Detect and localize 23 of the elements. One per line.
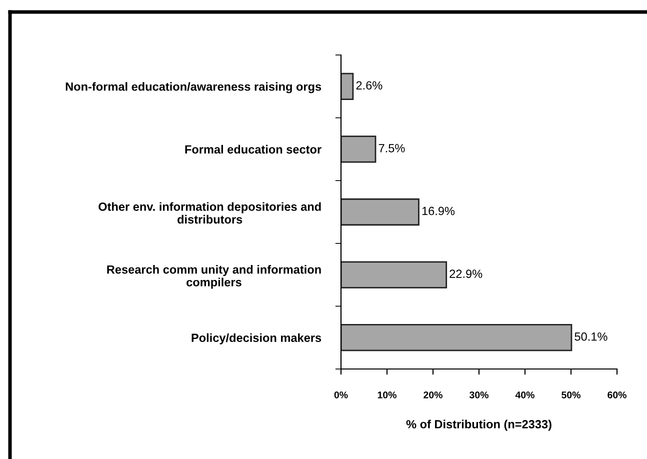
x-tick-label: 20% <box>424 391 442 398</box>
y-tick-label: Policy/decision makers <box>192 333 322 344</box>
data-label: 7.5% <box>378 144 405 152</box>
data-label: 50.1% <box>574 332 608 341</box>
bar <box>341 261 448 288</box>
y-tick-label: Other env. information depositories and distributors <box>98 202 321 224</box>
x-tick-label: 10% <box>378 391 396 398</box>
x-tick-label: 60% <box>608 391 626 398</box>
x-axis-title: % of Distribution (n=2333) <box>406 420 552 431</box>
x-tick-label: 40% <box>515 391 534 398</box>
bar <box>341 198 420 226</box>
x-tick-label: 0% <box>334 391 348 398</box>
y-tick-label: Non-formal education/awareness raising orgs <box>66 82 322 94</box>
y-tick-label: Formal education sector <box>185 144 322 154</box>
x-tick-label: 50% <box>562 391 580 398</box>
x-tick-label: 30% <box>469 391 488 398</box>
data-label: 22.9% <box>450 270 482 278</box>
data-label: 2.6% <box>356 81 382 90</box>
bar <box>341 136 376 163</box>
bar <box>341 72 354 100</box>
bar <box>341 324 572 352</box>
y-tick-label: Research comm unity and information compilers <box>107 265 321 289</box>
data-label: 16.9% <box>422 206 455 216</box>
